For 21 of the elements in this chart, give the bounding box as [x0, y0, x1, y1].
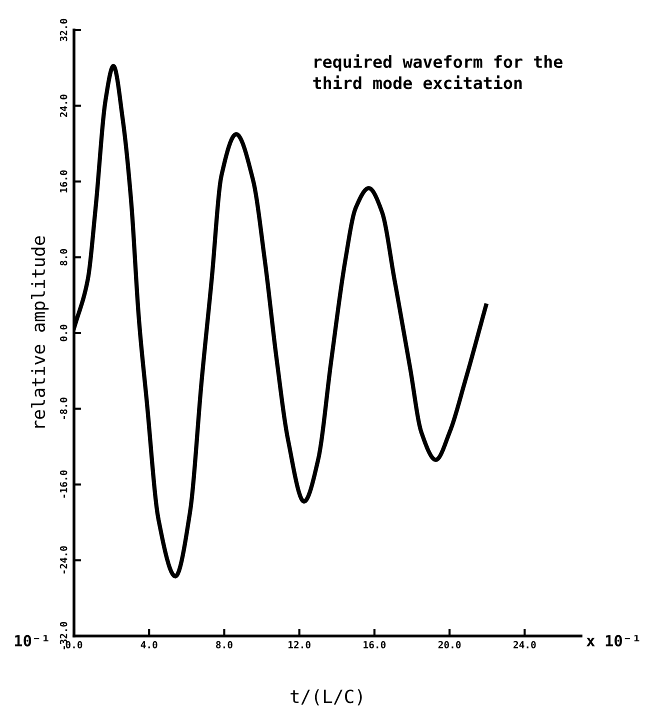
text: x 10⁻¹ [586, 634, 640, 646]
y-tick-label: -32.0 [60, 622, 68, 650]
y-tick-label: -16.0 [60, 470, 68, 498]
x-tick-label: 8.0 [216, 641, 232, 648]
x-tick-label: 12.0 [288, 641, 310, 648]
text: 10⁻¹ [15, 634, 48, 646]
y-tick-label: -8.0 [60, 398, 68, 420]
x-tick-label: 16.0 [364, 641, 386, 648]
x-tick-label: 20.0 [438, 641, 461, 648]
y-tick-label: 8.0 [60, 249, 68, 266]
x-tick-label: 4.0 [140, 641, 158, 648]
y-tick-label: 24.0 [60, 94, 68, 117]
x-tick-label: 0.0 [66, 641, 82, 648]
y-tick-label: 32.0 [60, 18, 68, 42]
annotation: required waveform for the third mode excitation [313, 54, 562, 90]
y-tick-label: 0.0 [60, 324, 68, 342]
x-tick-label: 24.0 [514, 641, 536, 648]
y-axis-title: relative amplitude [31, 236, 49, 428]
y-tick-label: 16.0 [60, 170, 68, 192]
x-axis-title: t/(L/C) [290, 689, 362, 706]
y-tick-label: -24.0 [60, 546, 68, 574]
